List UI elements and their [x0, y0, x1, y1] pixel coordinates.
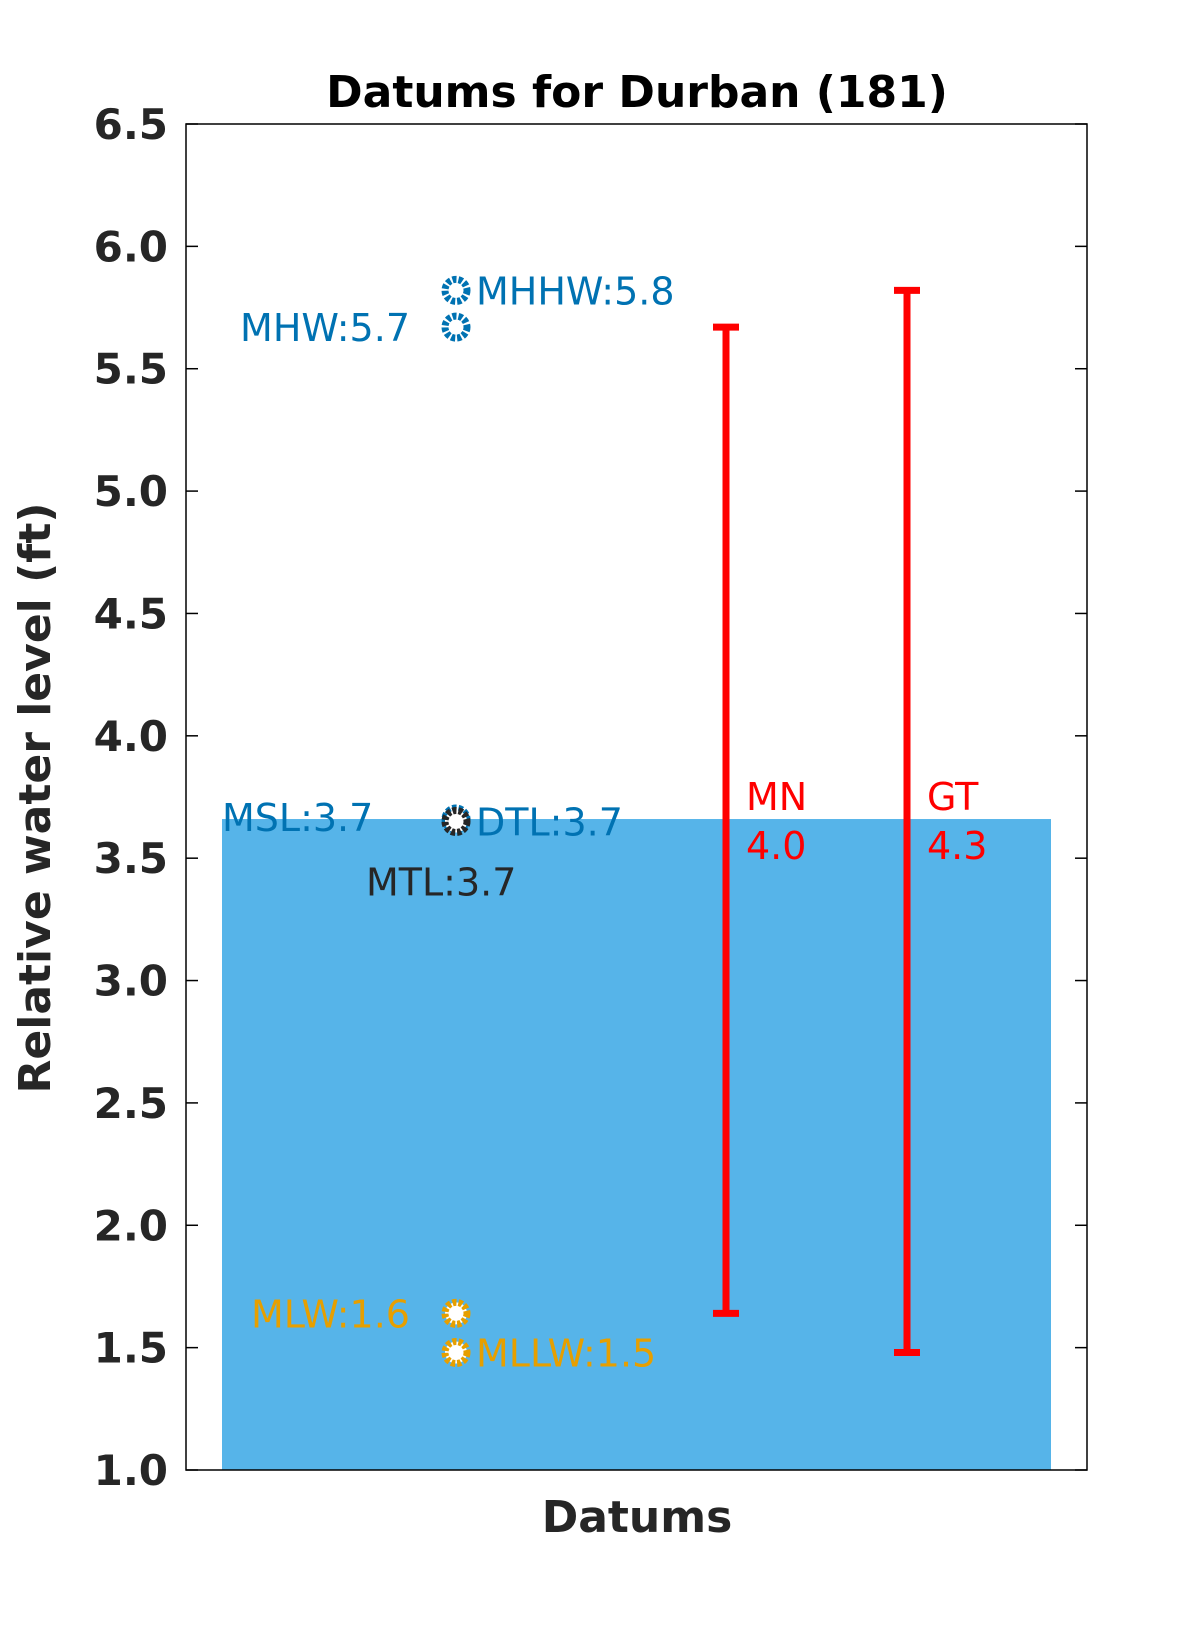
dtl-label: DTL:3.7 [476, 800, 623, 844]
gt-range-label: GT [927, 775, 979, 819]
mhw-label: MHW:5.7 [240, 306, 410, 350]
y-tick-label-5: 3.5 [94, 834, 168, 883]
mlw-label: MLW:1.6 [251, 1292, 410, 1336]
datum-markers: MHHW:5.8 MHW:5.7 MSL:3.7 DTL:3.7 MTL:3.7 MLW:… [222, 269, 675, 1375]
mn-range-value: 4.0 [746, 824, 806, 868]
y-tick-label-0: 1.0 [94, 1446, 168, 1495]
y-tick-label-4: 3.0 [94, 957, 168, 1006]
y-tick-label-9: 5.5 [94, 345, 168, 394]
y-tick-label-6: 4.0 [94, 712, 168, 761]
mtl-marker [441, 806, 471, 836]
y-ticks: 1.0 1.5 2.0 2.5 3.0 3.5 4.0 4.5 5.0 5.5 6.0 6.5 [94, 100, 1087, 1495]
plot-frame [185, 123, 1088, 1471]
x-axis-label: Datums [542, 1492, 733, 1543]
y-tick-label-3: 2.5 [94, 1079, 168, 1128]
mhhw-marker [441, 275, 471, 305]
y-axis-label: Relative water level (ft) [10, 503, 61, 1094]
y-tick-label-8: 5.0 [94, 467, 168, 516]
mllw-marker [441, 1338, 471, 1368]
chart-title: Datums for Durban (181) [326, 67, 948, 118]
gt-range-value: 4.3 [927, 824, 987, 868]
y-tick-label-10: 6.0 [94, 222, 168, 271]
mhhw-label: MHHW:5.8 [476, 269, 675, 313]
range-bars: MN 4.0 GT 4.3 [713, 286, 987, 1357]
y-tick-label-1: 1.5 [94, 1324, 168, 1373]
mlw-marker [441, 1298, 471, 1328]
msl-fill-area [222, 819, 1051, 1470]
mhw-marker [441, 312, 471, 342]
mn-range-label: MN [746, 775, 807, 819]
mllw-label: MLLW:1.5 [476, 1332, 656, 1376]
mtl-label: MTL:3.7 [366, 860, 516, 904]
y-tick-label-11: 6.5 [94, 100, 168, 149]
y-tick-label-2: 2.0 [94, 1201, 168, 1250]
y-tick-label-7: 4.5 [94, 589, 168, 638]
msl-label: MSL:3.7 [222, 796, 373, 840]
